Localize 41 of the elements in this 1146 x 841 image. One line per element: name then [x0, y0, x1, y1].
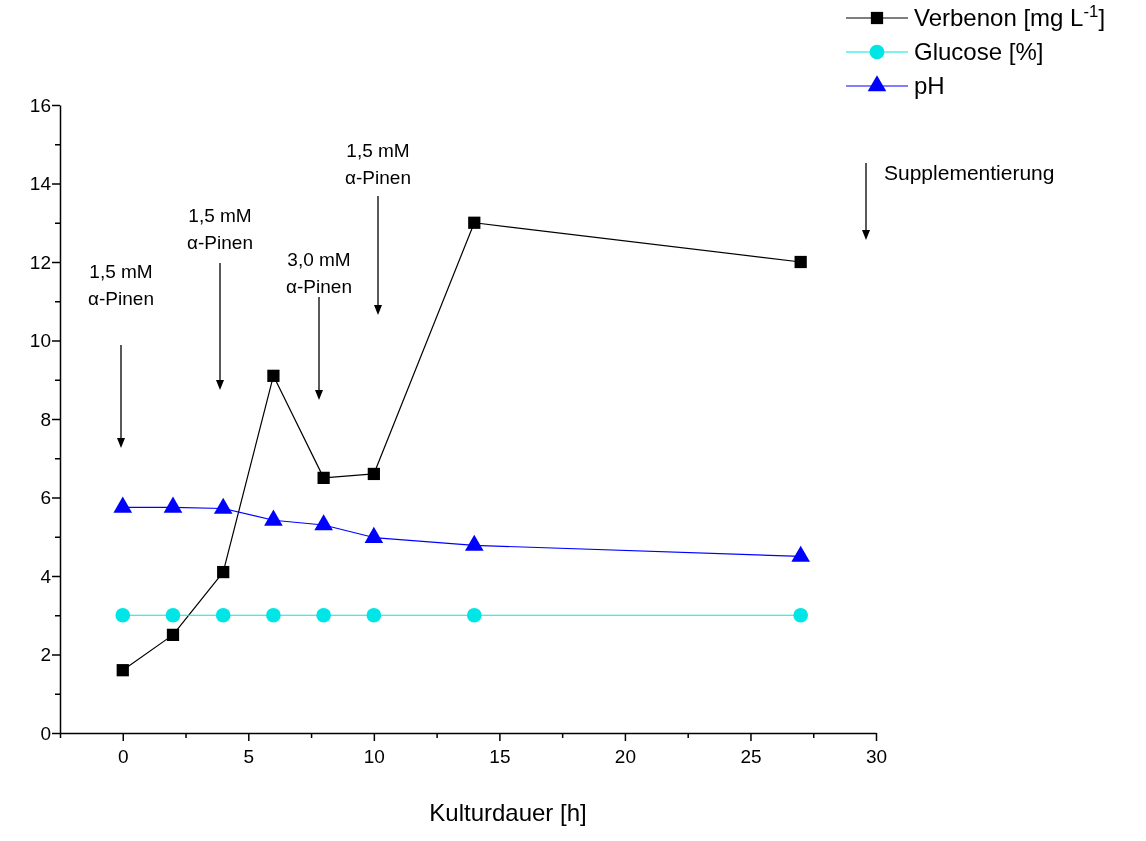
- point: [468, 216, 481, 229]
- y-tick-label: 0: [40, 722, 51, 744]
- point: [215, 607, 231, 623]
- y-tick-label: 2: [40, 644, 51, 666]
- point: [317, 471, 330, 484]
- x-tick-label: 25: [740, 745, 762, 767]
- x-axis-title: Kulturdauer [h]: [429, 799, 587, 826]
- point: [793, 607, 809, 623]
- x-tick-label: 30: [865, 745, 888, 767]
- annotation: 3,0 mM α-Pinen: [286, 249, 352, 297]
- y-tick-label: 8: [40, 408, 51, 430]
- point: [116, 664, 129, 677]
- point: [466, 607, 482, 623]
- point: [166, 628, 180, 641]
- point: [267, 369, 280, 382]
- point: [366, 607, 382, 623]
- point: [115, 607, 131, 623]
- y-tick-label: 12: [29, 251, 51, 273]
- text: Supplementierung: [884, 161, 1055, 184]
- legend-label: Glucose [%]: [914, 38, 1044, 65]
- x-tick-label: 5: [243, 745, 255, 767]
- annotation: 1,5 mM α-Pinen: [345, 140, 411, 188]
- legend-label: Verbenon [mg L$^{-1}$]: [914, 1, 1106, 31]
- y-tick-label: 4: [40, 565, 52, 587]
- point: [217, 565, 230, 579]
- legend-label: pH: [914, 72, 945, 99]
- point: [165, 607, 181, 623]
- point: [367, 467, 380, 481]
- point: [266, 607, 281, 623]
- y-tick-label: 6: [40, 487, 51, 509]
- point: [794, 255, 807, 269]
- y-tick-label: 16: [29, 94, 51, 116]
- x-tick-label: 0: [117, 745, 129, 767]
- y-tick-label: 10: [29, 330, 51, 352]
- x-tick-label: 10: [363, 745, 385, 767]
- annotation: 1,5 mM α-Pinen: [187, 205, 253, 253]
- y-tick-label: 14: [29, 173, 52, 195]
- annotation: 1,5 mM α-Pinen: [88, 261, 154, 309]
- x-tick-label: 20: [614, 745, 636, 767]
- point: [316, 607, 331, 623]
- x-tick-label: 15: [489, 745, 511, 767]
